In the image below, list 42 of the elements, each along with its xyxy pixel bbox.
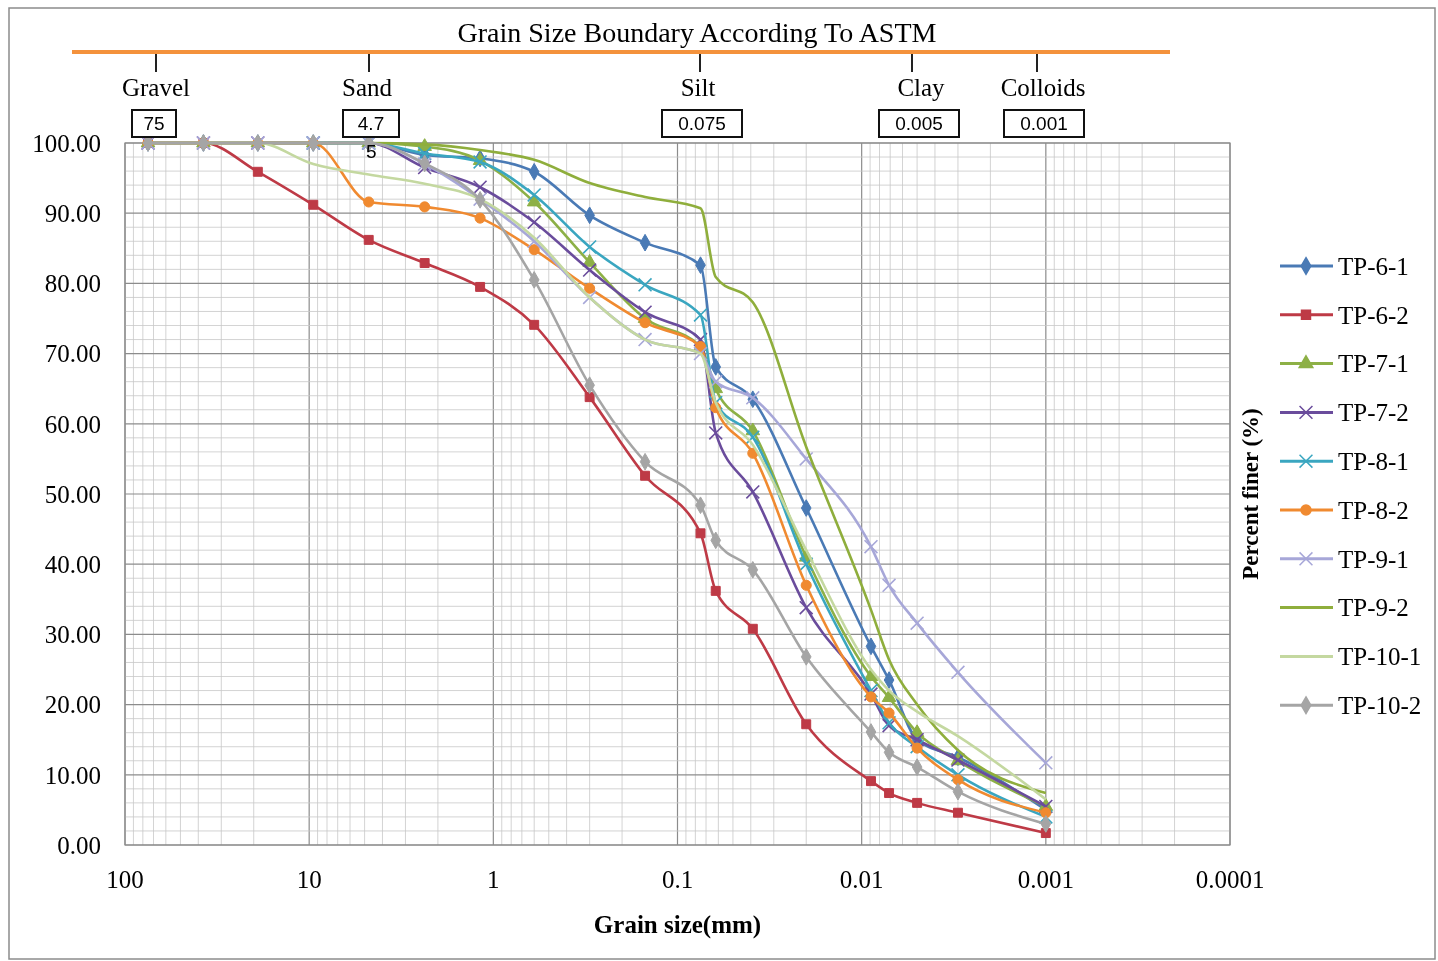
text: Sand bbox=[342, 74, 393, 101]
x-tick-label: 0.01 bbox=[839, 866, 884, 893]
x-tick-label: 0.0001 bbox=[1195, 866, 1265, 893]
legend-label: TP-7-1 bbox=[1338, 350, 1409, 378]
legend-label: TP-9-2 bbox=[1338, 594, 1409, 622]
legend-label: TP-10-2 bbox=[1338, 691, 1422, 719]
legend-label: TP-8-1 bbox=[1338, 447, 1409, 475]
y-tick-label: 0.00 bbox=[57, 831, 101, 859]
y-tick-label: 50.00 bbox=[44, 480, 101, 508]
y-tick-label: 90.00 bbox=[44, 199, 101, 227]
legend-label: TP-6-1 bbox=[1338, 252, 1409, 280]
y-tick-label: 40.00 bbox=[44, 550, 101, 578]
text: 75 bbox=[143, 113, 165, 134]
legend-label: TP-10-1 bbox=[1338, 643, 1422, 671]
text: 4.7 bbox=[357, 113, 385, 134]
annotation: 5 bbox=[366, 141, 377, 162]
text: Gravel bbox=[121, 74, 191, 101]
text: 0.075 bbox=[678, 113, 726, 134]
x-tick-label: 10 bbox=[296, 866, 322, 893]
y-tick-label: 70.00 bbox=[44, 340, 101, 368]
y-tick-label: 20.00 bbox=[44, 691, 101, 719]
y-tick-label: 80.00 bbox=[44, 270, 101, 298]
text: 0.001 bbox=[1020, 113, 1068, 134]
text: Silt bbox=[680, 74, 716, 101]
chart-title: Grain Size Boundary According To ASTM bbox=[457, 17, 937, 48]
y-tick-label: 60.00 bbox=[44, 410, 101, 438]
text: 0.005 bbox=[895, 113, 943, 134]
text: Colloids bbox=[1000, 74, 1086, 101]
y-axis-title: Percent finer (%) bbox=[1238, 408, 1263, 580]
x-tick-label: 0.1 bbox=[661, 866, 694, 893]
x-axis-title: Grain size(mm) bbox=[593, 911, 762, 939]
x-tick-label: 100 bbox=[106, 866, 144, 893]
y-tick-label: 30.00 bbox=[44, 621, 101, 649]
x-tick-label: 0.001 bbox=[1017, 866, 1074, 893]
legend-label: TP-7-2 bbox=[1338, 399, 1409, 427]
legend-label: TP-8-2 bbox=[1338, 496, 1409, 524]
y-tick-label: 10.00 bbox=[44, 761, 101, 789]
text: Clay bbox=[897, 74, 946, 101]
legend-label: TP-9-1 bbox=[1338, 545, 1409, 573]
y-tick-label: 100.00 bbox=[32, 129, 101, 157]
legend-label: TP-6-2 bbox=[1338, 301, 1409, 329]
x-tick-label: 1 bbox=[487, 866, 500, 893]
